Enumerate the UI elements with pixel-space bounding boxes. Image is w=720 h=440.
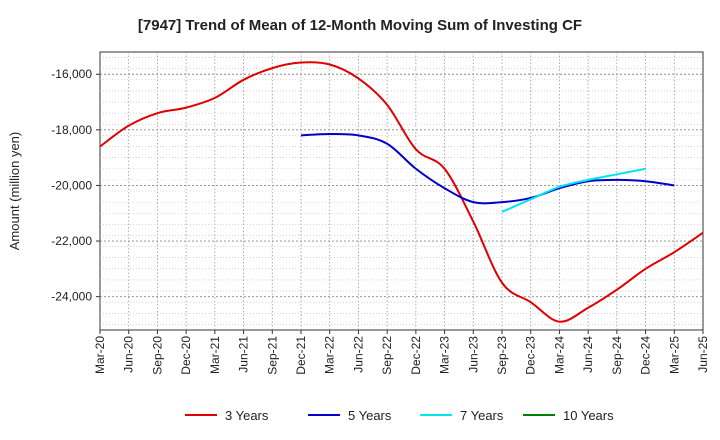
x-tick-label: Mar-24 bbox=[552, 336, 566, 374]
x-tick-label: Jun-23 bbox=[466, 336, 480, 373]
x-tick-label: Sep-21 bbox=[265, 336, 279, 375]
series-lines bbox=[99, 61, 704, 323]
x-tick-label: Mar-20 bbox=[93, 336, 107, 374]
y-axis-label: Amount (million yen) bbox=[7, 132, 22, 251]
x-axis-ticks: Mar-20 Jun-20 Sep-20 Dec-20 Mar-21 Jun-21 Sep-… bbox=[93, 330, 710, 375]
x-tick-label: Jun-21 bbox=[237, 336, 251, 373]
y-tick-label: -20,000 bbox=[51, 178, 92, 192]
x-tick-label: Dec-22 bbox=[409, 336, 423, 375]
series-line-7-years bbox=[501, 167, 646, 213]
legend-label-5-years: 5 Years bbox=[348, 408, 392, 423]
y-tick-label: -16,000 bbox=[51, 67, 92, 81]
x-tick-label: Dec-23 bbox=[524, 336, 538, 375]
plot-area bbox=[99, 51, 704, 331]
series-line-5-years bbox=[300, 132, 675, 205]
chart-title: [7947] Trend of Mean of 12-Month Moving … bbox=[138, 17, 582, 34]
x-tick-label: Mar-25 bbox=[667, 336, 681, 374]
y-axis-ticks: -16,000 -18,000 -20,000 -22,000 -24,000 bbox=[51, 67, 100, 304]
x-tick-label: Dec-21 bbox=[294, 336, 308, 375]
legend-label-7-years: 7 Years bbox=[460, 408, 504, 423]
y-tick-label: -24,000 bbox=[51, 290, 92, 304]
x-tick-label: Jun-20 bbox=[122, 336, 136, 373]
x-tick-label: Mar-23 bbox=[438, 336, 452, 374]
x-tick-label: Jun-24 bbox=[581, 336, 595, 373]
y-tick-label: -22,000 bbox=[51, 234, 92, 248]
x-tick-label: Mar-22 bbox=[323, 336, 337, 374]
x-tick-label: Sep-24 bbox=[610, 336, 624, 375]
x-tick-label: Sep-20 bbox=[150, 336, 164, 375]
legend-label-10-years: 10 Years bbox=[563, 408, 614, 423]
x-tick-label: Sep-23 bbox=[495, 336, 509, 375]
x-tick-label: Dec-20 bbox=[179, 336, 193, 375]
x-tick-label: Dec-24 bbox=[639, 336, 653, 375]
series-line-3-years bbox=[99, 61, 704, 323]
y-tick-label: -18,000 bbox=[51, 123, 92, 137]
x-tick-label: Jun-25 bbox=[696, 336, 710, 373]
legend: 3 Years 5 Years 7 Years 10 Years bbox=[185, 408, 614, 423]
x-tick-label: Jun-22 bbox=[351, 336, 365, 373]
legend-label-3-years: 3 Years bbox=[225, 408, 269, 423]
x-tick-label: Sep-22 bbox=[380, 336, 394, 375]
x-tick-label: Mar-21 bbox=[208, 336, 222, 374]
